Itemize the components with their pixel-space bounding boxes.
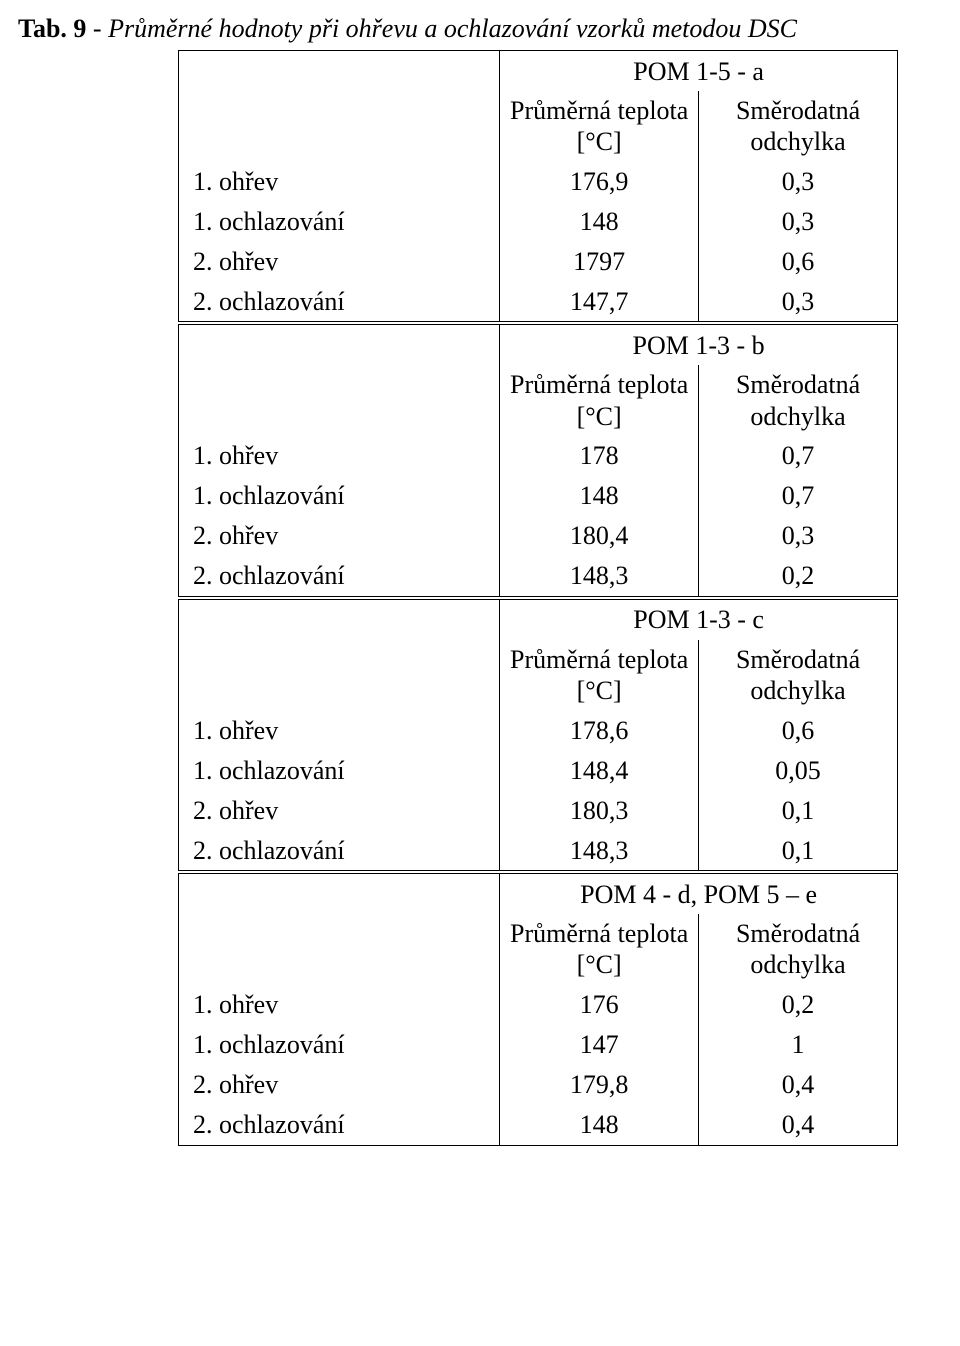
- blank-cell: [179, 872, 500, 914]
- std-dev-line2: odchylka: [750, 402, 845, 431]
- col-avg-temp: Průměrná teplota [°C]: [500, 914, 699, 984]
- col-avg-temp: Průměrná teplota [°C]: [500, 365, 699, 435]
- row-label-cool2: 2. ochlazování: [179, 1105, 500, 1146]
- row-label-heat1: 1. ohřev: [179, 710, 500, 750]
- cell-sd: 0,1: [699, 830, 898, 872]
- std-dev-line2: odchylka: [750, 950, 845, 979]
- row-label-cool1: 1. ochlazování: [179, 201, 500, 241]
- row-label-cool1: 1. ochlazování: [179, 1025, 500, 1065]
- section-title: POM 1-5 - a: [500, 51, 898, 92]
- cell-sd: 0,7: [699, 476, 898, 516]
- cell-temp: 178: [500, 436, 699, 476]
- col-std-dev: Směrodatná odchylka: [699, 914, 898, 984]
- dsc-table: POM 1-5 - a Průměrná teplota [°C] Směrod…: [178, 50, 898, 1146]
- row-label-cool2: 2. ochlazování: [179, 830, 500, 872]
- cell-temp: 1797: [500, 241, 699, 281]
- cell-sd: 0,6: [699, 710, 898, 750]
- cell-sd: 0,2: [699, 985, 898, 1025]
- table-caption: Tab. 9 - Průměrné hodnoty při ohřevu a o…: [18, 14, 916, 44]
- cell-sd: 0,3: [699, 516, 898, 556]
- cell-temp: 180,4: [500, 516, 699, 556]
- caption-label: Tab. 9: [18, 14, 86, 43]
- cell-temp: 148,4: [500, 750, 699, 790]
- std-dev-line1: Směrodatná: [736, 645, 860, 674]
- row-label-cool2: 2. ochlazování: [179, 281, 500, 323]
- row-label-heat2: 2. ohřev: [179, 241, 500, 281]
- section-title: POM 4 - d, POM 5 – e: [500, 872, 898, 914]
- cell-sd: 0,05: [699, 750, 898, 790]
- cell-temp: 148,3: [500, 556, 699, 598]
- cell-sd: 0,3: [699, 281, 898, 323]
- section-title: POM 1-3 - b: [500, 323, 898, 365]
- cell-sd: 0,3: [699, 161, 898, 201]
- caption-title: Průměrné hodnoty při ohřevu a ochlazován…: [108, 14, 797, 43]
- cell-sd: 0,2: [699, 556, 898, 598]
- row-label-heat2: 2. ohřev: [179, 1065, 500, 1105]
- row-label-heat1: 1. ohřev: [179, 161, 500, 201]
- std-dev-line1: Směrodatná: [736, 96, 860, 125]
- blank-cell: [179, 51, 500, 92]
- row-label-heat2: 2. ohřev: [179, 790, 500, 830]
- cell-sd: 0,1: [699, 790, 898, 830]
- blank-cell: [179, 91, 500, 161]
- col-std-dev: Směrodatná odchylka: [699, 365, 898, 435]
- section-title: POM 1-3 - c: [500, 598, 898, 640]
- std-dev-line2: odchylka: [750, 127, 845, 156]
- cell-sd: 0,4: [699, 1105, 898, 1146]
- blank-cell: [179, 365, 500, 435]
- col-std-dev: Směrodatná odchylka: [699, 91, 898, 161]
- blank-cell: [179, 640, 500, 710]
- blank-cell: [179, 914, 500, 984]
- row-label-cool1: 1. ochlazování: [179, 476, 500, 516]
- blank-cell: [179, 323, 500, 365]
- cell-temp: 176,9: [500, 161, 699, 201]
- row-label-heat1: 1. ohřev: [179, 436, 500, 476]
- row-label-heat2: 2. ohřev: [179, 516, 500, 556]
- cell-sd: 0,6: [699, 241, 898, 281]
- std-dev-line1: Směrodatná: [736, 370, 860, 399]
- cell-temp: 178,6: [500, 710, 699, 750]
- caption-sep: -: [86, 14, 108, 43]
- cell-temp: 179,8: [500, 1065, 699, 1105]
- cell-temp: 147: [500, 1025, 699, 1065]
- cell-temp: 180,3: [500, 790, 699, 830]
- col-avg-temp: Průměrná teplota [°C]: [500, 640, 699, 710]
- cell-temp: 148: [500, 201, 699, 241]
- row-label-cool2: 2. ochlazování: [179, 556, 500, 598]
- col-avg-temp: Průměrná teplota [°C]: [500, 91, 699, 161]
- row-label-cool1: 1. ochlazování: [179, 750, 500, 790]
- cell-sd: 0,7: [699, 436, 898, 476]
- col-std-dev: Směrodatná odchylka: [699, 640, 898, 710]
- blank-cell: [179, 598, 500, 640]
- cell-sd: 1: [699, 1025, 898, 1065]
- cell-temp: 148,3: [500, 830, 699, 872]
- cell-sd: 0,4: [699, 1065, 898, 1105]
- cell-temp: 148: [500, 1105, 699, 1146]
- cell-sd: 0,3: [699, 201, 898, 241]
- row-label-heat1: 1. ohřev: [179, 985, 500, 1025]
- cell-temp: 176: [500, 985, 699, 1025]
- cell-temp: 148: [500, 476, 699, 516]
- std-dev-line2: odchylka: [750, 676, 845, 705]
- std-dev-line1: Směrodatná: [736, 919, 860, 948]
- cell-temp: 147,7: [500, 281, 699, 323]
